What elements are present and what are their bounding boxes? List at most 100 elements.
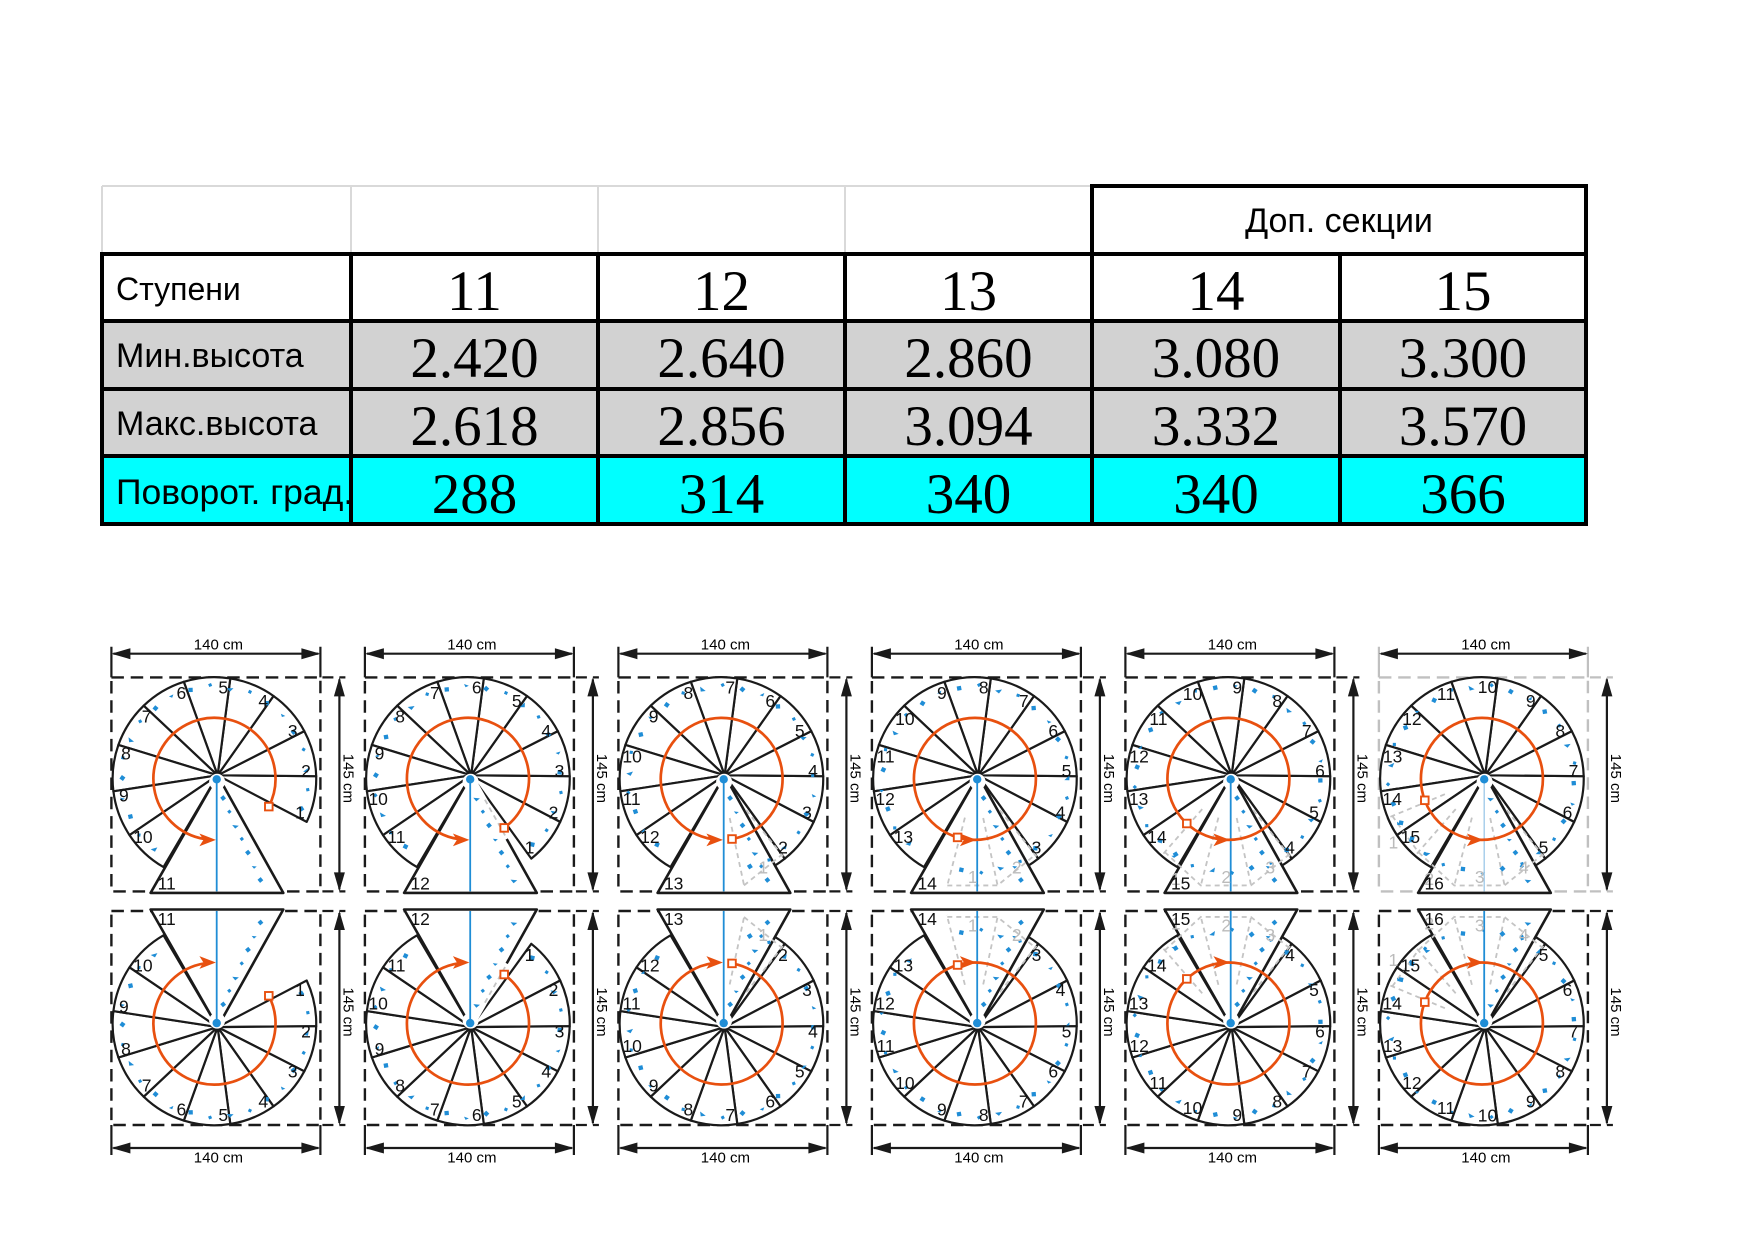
svg-text:16: 16	[1424, 874, 1443, 894]
svg-text:140 cm: 140 cm	[1208, 637, 1257, 654]
svg-text:1: 1	[525, 837, 535, 857]
svg-text:4: 4	[541, 721, 551, 741]
svg-text:3: 3	[1032, 945, 1042, 965]
svg-text:11: 11	[877, 1036, 895, 1056]
svg-text:10: 10	[133, 827, 153, 847]
svg-text:2: 2	[301, 761, 311, 781]
svg-text:6: 6	[472, 1105, 482, 1125]
svg-text:1: 1	[1171, 914, 1181, 934]
svg-text:4: 4	[1285, 945, 1295, 965]
svg-text:1: 1	[758, 858, 768, 878]
svg-text:9: 9	[119, 997, 129, 1017]
svg-text:9: 9	[1232, 677, 1242, 697]
svg-text:5: 5	[1539, 837, 1549, 857]
svg-text:1: 1	[1389, 833, 1399, 853]
svg-text:5: 5	[1539, 945, 1549, 965]
svg-text:8: 8	[395, 707, 405, 727]
svg-text:8: 8	[1555, 1062, 1565, 1082]
svg-text:11: 11	[623, 789, 641, 809]
svg-text:145 cm: 145 cm	[1607, 754, 1624, 803]
svg-text:9: 9	[937, 683, 947, 703]
svg-text:16: 16	[1424, 909, 1443, 929]
svg-text:140 cm: 140 cm	[194, 1150, 243, 1167]
svg-text:145 cm: 145 cm	[339, 987, 356, 1036]
svg-text:10: 10	[622, 1036, 642, 1056]
svg-text:13: 13	[1129, 994, 1148, 1014]
svg-text:12: 12	[640, 827, 659, 847]
svg-text:13: 13	[894, 956, 913, 976]
svg-text:145 cm: 145 cm	[1353, 987, 1370, 1036]
svg-text:4: 4	[541, 1062, 551, 1082]
svg-text:4: 4	[1285, 837, 1295, 857]
svg-text:15: 15	[1171, 909, 1190, 929]
svg-text:12: 12	[410, 874, 429, 894]
svg-text:10: 10	[622, 747, 642, 767]
svg-text:15: 15	[1401, 827, 1420, 847]
svg-text:9: 9	[1232, 1105, 1242, 1125]
svg-text:8: 8	[684, 1099, 694, 1119]
svg-text:145 cm: 145 cm	[846, 987, 863, 1036]
svg-text:11: 11	[1149, 709, 1167, 729]
svg-text:2: 2	[1221, 867, 1231, 887]
svg-text:11: 11	[387, 956, 405, 976]
svg-text:2: 2	[1424, 869, 1434, 889]
svg-text:8: 8	[395, 1076, 405, 1096]
svg-text:7: 7	[1019, 691, 1029, 711]
svg-text:5: 5	[795, 721, 805, 741]
svg-text:7: 7	[142, 1076, 152, 1096]
svg-text:4: 4	[1056, 803, 1066, 823]
svg-text:2: 2	[1012, 925, 1022, 945]
svg-text:8: 8	[121, 1039, 131, 1059]
svg-text:140 cm: 140 cm	[954, 637, 1003, 654]
svg-text:7: 7	[725, 677, 735, 697]
svg-text:3: 3	[802, 803, 812, 823]
svg-text:10: 10	[1183, 1098, 1203, 1118]
svg-text:10: 10	[1183, 684, 1203, 704]
svg-text:8: 8	[684, 683, 694, 703]
svg-text:3: 3	[288, 721, 298, 741]
svg-text:13: 13	[1383, 1036, 1402, 1056]
svg-text:9: 9	[649, 1076, 659, 1096]
svg-text:8: 8	[121, 744, 131, 764]
svg-text:6: 6	[1048, 721, 1058, 741]
svg-text:3: 3	[1475, 867, 1485, 887]
svg-text:12: 12	[875, 994, 894, 1014]
svg-text:2: 2	[1424, 914, 1434, 934]
svg-text:14: 14	[1382, 789, 1402, 809]
svg-text:14: 14	[1147, 827, 1167, 847]
svg-text:1: 1	[968, 867, 978, 887]
svg-text:10: 10	[895, 1073, 915, 1093]
svg-text:5: 5	[512, 691, 522, 711]
svg-text:13: 13	[894, 827, 913, 847]
svg-text:14: 14	[1147, 956, 1167, 976]
svg-text:140 cm: 140 cm	[1208, 1150, 1257, 1167]
svg-text:12: 12	[1129, 1036, 1148, 1056]
svg-text:145 cm: 145 cm	[846, 754, 863, 803]
svg-text:9: 9	[649, 707, 659, 727]
svg-text:7: 7	[142, 707, 152, 727]
svg-text:9: 9	[1526, 1092, 1536, 1112]
svg-text:12: 12	[875, 789, 894, 809]
svg-text:145 cm: 145 cm	[1100, 754, 1117, 803]
svg-text:3: 3	[555, 1022, 565, 1042]
svg-text:2: 2	[549, 980, 559, 1000]
svg-text:6: 6	[765, 691, 775, 711]
svg-text:10: 10	[1478, 677, 1498, 697]
svg-text:7: 7	[1569, 761, 1579, 781]
svg-text:140 cm: 140 cm	[447, 637, 496, 654]
svg-text:6: 6	[177, 1099, 187, 1119]
svg-text:4: 4	[808, 761, 818, 781]
svg-text:4: 4	[1056, 980, 1066, 1000]
svg-text:7: 7	[1569, 1022, 1579, 1042]
svg-text:15: 15	[1171, 874, 1190, 894]
svg-text:4: 4	[1519, 925, 1529, 945]
svg-text:4: 4	[1519, 858, 1529, 878]
svg-text:145 cm: 145 cm	[593, 754, 610, 803]
svg-text:4: 4	[808, 1022, 818, 1042]
svg-text:145 cm: 145 cm	[1353, 754, 1370, 803]
svg-text:6: 6	[1048, 1062, 1058, 1082]
svg-text:12: 12	[1402, 709, 1421, 729]
svg-text:12: 12	[410, 909, 429, 929]
svg-text:10: 10	[368, 789, 388, 809]
svg-text:145 cm: 145 cm	[593, 987, 610, 1036]
